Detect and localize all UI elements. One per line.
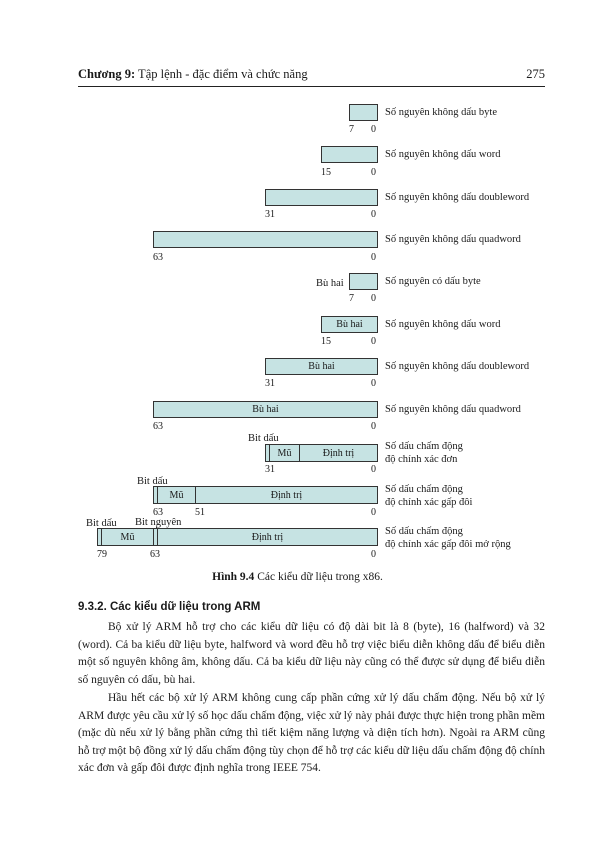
byte-box [349,104,378,121]
paragraph: Hầu hết các bộ xử lý ARM không cung cấp … [78,690,545,778]
bit-right: 0 [371,421,376,432]
twos-complement-label: Bù hai [316,277,344,290]
signed-quadword-box: Bù hai [153,401,378,418]
row-label: Số nguyên không dấu quadword [385,233,521,246]
word-box [321,146,378,163]
bit-right: 0 [371,464,376,475]
row-label: Số nguyên không dấu word [385,318,501,331]
double-precision-box: Mũ Định trị [153,486,378,504]
bit-left: 15 [321,167,331,178]
bit-left: 31 [265,464,275,475]
section-heading: 9.3.2. Các kiểu dữ liệu trong ARM [78,601,260,613]
chapter-title: Tập lệnh - đặc điểm và chức năng [135,67,307,81]
bit-right: 0 [371,378,376,389]
page-number: 275 [526,67,545,82]
signed-byte-box [349,273,378,290]
bit-right: 0 [371,252,376,263]
bit-left: 7 [349,124,354,135]
mantissa-cell: Định trị [300,445,377,461]
quadword-box [153,231,378,248]
bit-left: 7 [349,293,354,304]
bit-left: 63 [153,252,163,263]
bit-left: 31 [265,209,275,220]
signed-doubleword-box: Bù hai [265,358,378,375]
doubleword-box [265,189,378,206]
row-label: Số nguyên không dấu quadword [385,403,521,416]
exponent-cell: Mũ [270,445,300,461]
bit-left: 79 [97,549,107,560]
bit-mid: 51 [195,507,205,518]
row-label-line1: Số dấu chấm động [385,440,463,453]
bit-right: 0 [371,336,376,347]
bit-right: 0 [371,124,376,135]
row-label: Số nguyên không dấu byte [385,106,497,119]
row-label-line1: Số dấu chấm động [385,483,463,496]
chapter-number: Chương 9: [78,67,135,81]
row-label: Số nguyên có dấu byte [385,275,481,288]
bit-right: 0 [371,167,376,178]
row-label: Số nguyên không dấu word [385,148,501,161]
running-header: Chương 9: Tập lệnh - đặc điểm và chức nă… [78,67,308,82]
bit-left: 63 [153,421,163,432]
bit-mid: 63 [150,549,160,560]
exponent-cell: Mũ [102,529,154,545]
row-label-line2: độ chính xác đơn [385,453,457,466]
caption-text: Các kiểu dữ liệu trong x86. [254,571,383,583]
extended-precision-box: Mũ Định trị [97,528,378,546]
mantissa-cell: Định trị [196,487,377,503]
row-label: Số nguyên không dấu doubleword [385,191,529,204]
row-label-line2: độ chính xác gấp đôi [385,496,472,509]
bit-right: 0 [371,209,376,220]
bit-right: 0 [371,507,376,518]
row-label: Số nguyên không dấu doubleword [385,360,529,373]
paragraph: Bộ xử lý ARM hỗ trợ cho các kiểu dữ liệu… [78,619,545,689]
exponent-cell: Mũ [158,487,196,503]
signed-word-box: Bù hai [321,316,378,333]
bit-right: 0 [371,549,376,560]
bit-right: 0 [371,293,376,304]
bit-left: 31 [265,378,275,389]
mantissa-cell: Định trị [158,529,377,545]
single-precision-box: Mũ Định trị [265,444,378,462]
figure-caption: Hình 9.4 Các kiểu dữ liệu trong x86. [0,571,595,583]
bit-left: 15 [321,336,331,347]
row-label-line2: độ chính xác gấp đôi mở rộng [385,538,511,551]
caption-number: Hình 9.4 [212,571,254,583]
row-label-line1: Số dấu chấm động [385,525,463,538]
header-rule [78,86,545,87]
